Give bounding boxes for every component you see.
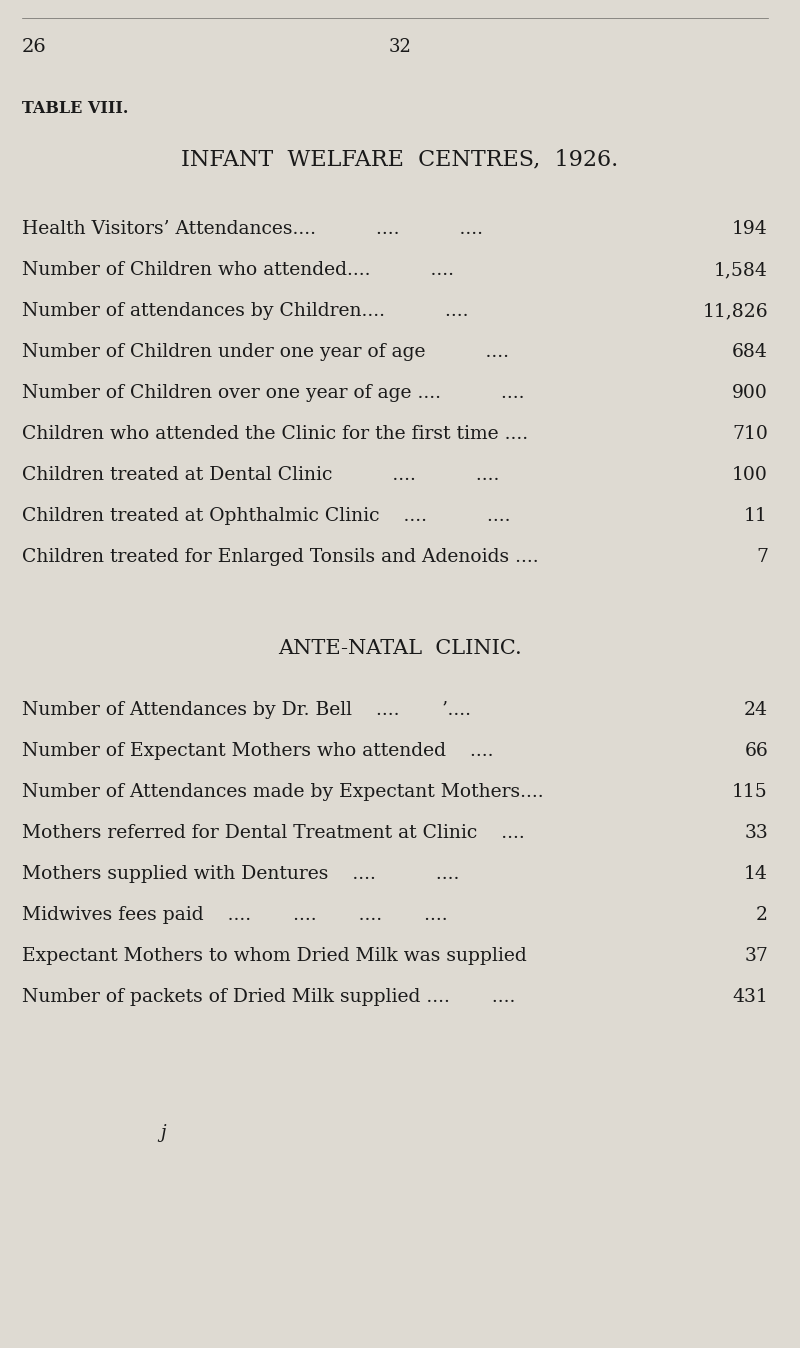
Text: 1,584: 1,584 bbox=[714, 262, 768, 279]
Text: 115: 115 bbox=[732, 783, 768, 801]
Text: Mothers supplied with Dentures    ....          ....: Mothers supplied with Dentures .... .... bbox=[22, 865, 459, 883]
Text: Children who attended the Clinic for the first time ....: Children who attended the Clinic for the… bbox=[22, 425, 528, 443]
Text: Health Visitors’ Attendances....          ....          ....: Health Visitors’ Attendances.... .... ..… bbox=[22, 220, 483, 239]
Text: 66: 66 bbox=[744, 741, 768, 760]
Text: 710: 710 bbox=[732, 425, 768, 443]
Text: TABLE VIII.: TABLE VIII. bbox=[22, 100, 128, 117]
Text: INFANT  WELFARE  CENTRES,  1926.: INFANT WELFARE CENTRES, 1926. bbox=[182, 148, 618, 170]
Text: 33: 33 bbox=[744, 824, 768, 842]
Text: Number of Children who attended....          ....: Number of Children who attended.... .... bbox=[22, 262, 454, 279]
Text: 2: 2 bbox=[756, 906, 768, 923]
Text: Children treated for Enlarged Tonsils and Adenoids ....: Children treated for Enlarged Tonsils an… bbox=[22, 549, 538, 566]
Text: 7: 7 bbox=[756, 549, 768, 566]
Text: 37: 37 bbox=[744, 948, 768, 965]
Text: j: j bbox=[160, 1124, 166, 1142]
Text: Number of Attendances made by Expectant Mothers....: Number of Attendances made by Expectant … bbox=[22, 783, 544, 801]
Text: Midwives fees paid    ....       ....       ....       ....: Midwives fees paid .... .... .... .... bbox=[22, 906, 448, 923]
Text: 431: 431 bbox=[732, 988, 768, 1006]
Text: Number of Children under one year of age          ....: Number of Children under one year of age… bbox=[22, 342, 509, 361]
Text: 14: 14 bbox=[744, 865, 768, 883]
Text: Mothers referred for Dental Treatment at Clinic    ....: Mothers referred for Dental Treatment at… bbox=[22, 824, 525, 842]
Text: 24: 24 bbox=[744, 701, 768, 718]
Text: 11,826: 11,826 bbox=[702, 302, 768, 319]
Text: Children treated at Dental Clinic          ....          ....: Children treated at Dental Clinic .... .… bbox=[22, 466, 499, 484]
Text: 11: 11 bbox=[744, 507, 768, 524]
Text: Number of attendances by Children....          ....: Number of attendances by Children.... ..… bbox=[22, 302, 469, 319]
Text: Number of Children over one year of age ....          ....: Number of Children over one year of age … bbox=[22, 384, 525, 402]
Text: Expectant Mothers to whom Dried Milk was supplied: Expectant Mothers to whom Dried Milk was… bbox=[22, 948, 526, 965]
Text: 100: 100 bbox=[732, 466, 768, 484]
Text: Number of Attendances by Dr. Bell    ....       ʼ....: Number of Attendances by Dr. Bell .... ʼ… bbox=[22, 701, 471, 718]
Text: 684: 684 bbox=[732, 342, 768, 361]
Text: ANTE-NATAL  CLINIC.: ANTE-NATAL CLINIC. bbox=[278, 639, 522, 658]
Text: Number of Expectant Mothers who attended    ....: Number of Expectant Mothers who attended… bbox=[22, 741, 494, 760]
Text: 900: 900 bbox=[732, 384, 768, 402]
Text: Children treated at Ophthalmic Clinic    ....          ....: Children treated at Ophthalmic Clinic ..… bbox=[22, 507, 510, 524]
Text: 194: 194 bbox=[732, 220, 768, 239]
Text: Number of packets of Dried Milk supplied ....       ....: Number of packets of Dried Milk supplied… bbox=[22, 988, 515, 1006]
Text: 32: 32 bbox=[389, 38, 411, 57]
Text: 26: 26 bbox=[22, 38, 46, 57]
